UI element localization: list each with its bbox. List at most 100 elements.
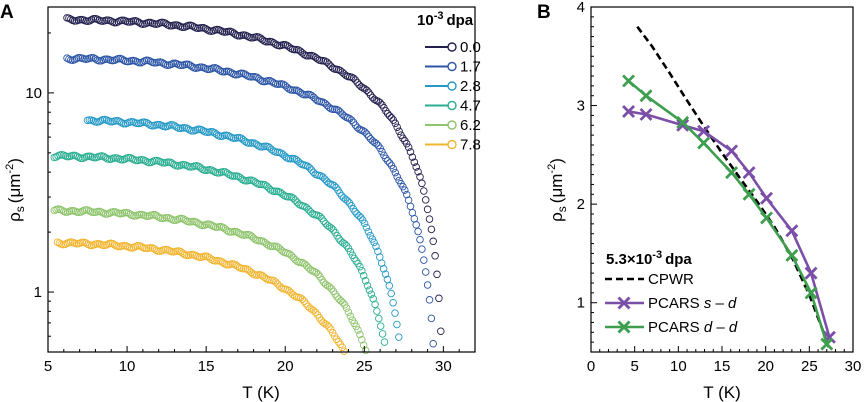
data-point [622,74,636,88]
data-point [350,254,358,263]
data-point [336,108,345,116]
panel-a: A 5 10 15 20 25 30 1 10 T (K) ρs(μm-2) 10-3 dpa … [0,2,481,402]
panel-a-ytick-label: 10 [25,85,42,102]
panel-a-xtick-label: 25 [356,358,373,375]
data-point [313,55,322,63]
legend-marker-2.8 [447,81,457,91]
data-point [250,139,259,148]
data-point [312,268,320,277]
data-point [323,58,331,66]
data-point [166,214,174,223]
data-point [353,78,362,87]
panel-a-legend-title: 10-3 dpa [417,10,474,29]
data-point [67,207,76,215]
data-point [142,118,151,127]
data-point [309,168,318,177]
data-point [385,282,394,290]
data-point [110,240,119,249]
data-point [280,191,288,200]
data-point [323,321,331,329]
data-point [222,67,231,76]
data-point [319,318,327,327]
data-point [188,127,196,135]
data-point [820,337,834,351]
data-point [340,240,349,248]
data-point [408,153,417,161]
data-point [785,224,799,238]
data-point [383,109,392,118]
data-point [181,216,190,224]
data-point [302,300,310,308]
legend-marker-4.7 [447,100,457,111]
data-point [353,123,362,132]
data-point [356,330,364,339]
data-point [192,252,200,260]
data-point [382,154,390,163]
data-point [697,136,711,150]
legend-marker-0.0 [447,42,457,52]
data-point [106,17,115,25]
panel-a-xtick-label: 30 [435,358,452,375]
data-point [259,237,267,246]
data-point [318,214,326,223]
data-point [289,194,298,203]
data-point [77,154,85,163]
data-point [639,89,653,103]
data-point [389,164,398,173]
x-stroke [804,266,818,280]
data-point [172,123,181,131]
panel-b-xtick-label: 15 [714,358,731,375]
panel-a-series-4.7 [50,150,389,346]
x-stroke [697,136,711,150]
legend-label-0.0: 0.0 [460,39,481,56]
panel-b-ytick-label: 4 [577,0,585,16]
data-point [393,173,401,181]
data-point [316,212,324,221]
x-stroke [725,144,739,158]
data-point [213,64,221,73]
data-point [76,15,85,24]
data-point [371,300,379,309]
data-point [383,157,392,165]
data-point [90,153,98,162]
panel-a-legend: 10-3 dpa 0.0 1.7 2.8 4.7 6.2 7.8 [417,10,481,154]
data-point [404,143,413,152]
data-point [364,227,373,236]
data-point [421,196,430,204]
panel-a-xtick-label: 5 [44,358,52,375]
data-point [311,308,320,317]
data-point [271,40,280,48]
panel-a-series [50,14,445,355]
data-point [194,162,203,171]
data-point [243,32,252,40]
legend-label-2.8: 2.8 [460,78,481,95]
x-stroke [639,89,653,103]
data-point [332,335,341,343]
data-point [144,18,153,27]
data-point [378,330,387,338]
legend-label-7.8: 7.8 [460,137,481,154]
data-point [341,195,350,204]
legend-label-4.7: 4.7 [460,98,481,115]
data-point [300,50,308,59]
data-point [55,239,64,247]
data-point [114,17,122,26]
data-point [437,327,445,335]
data-point [327,284,336,293]
data-point [412,221,420,229]
x-stroke [804,286,818,300]
data-point [368,137,377,145]
data-point [391,119,400,128]
data-point [216,257,225,265]
data-point [375,314,383,323]
x-stroke [676,115,690,129]
data-point [352,322,360,331]
panel-b-xtick-label: 5 [630,358,638,375]
data-point [307,166,316,174]
data-point [402,139,411,148]
data-point [370,238,378,247]
x-stroke [742,187,756,201]
data-point [427,225,436,234]
data-point [300,297,308,306]
x-stroke [785,224,799,238]
